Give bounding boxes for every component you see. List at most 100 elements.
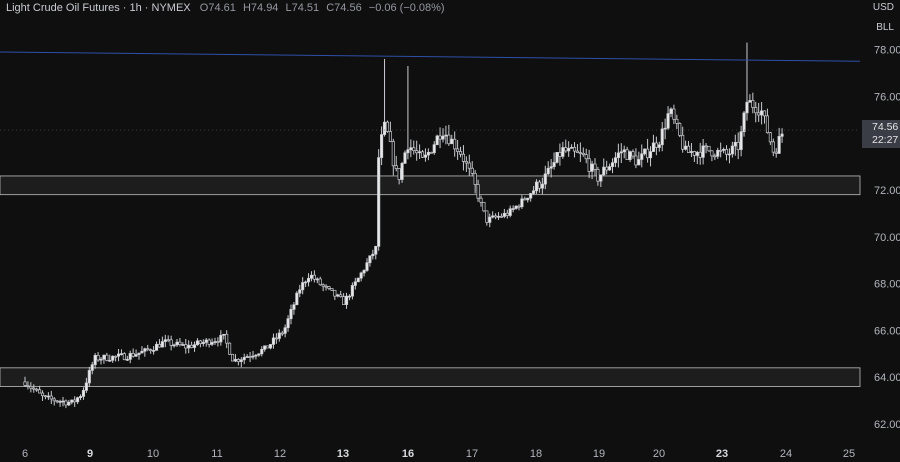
candle xyxy=(514,205,518,210)
symbol-title[interactable]: Light Crude Oil Futures · 1h · NYMEX xyxy=(6,2,191,14)
candle-body xyxy=(283,327,287,334)
candle-body xyxy=(105,354,109,361)
candle xyxy=(608,163,612,171)
candle xyxy=(172,343,176,348)
candle-body xyxy=(242,357,246,361)
candle-body xyxy=(777,135,781,154)
candle xyxy=(710,150,714,162)
candle xyxy=(400,161,404,183)
candle xyxy=(572,142,577,158)
candle xyxy=(73,396,77,407)
candle xyxy=(496,212,501,220)
candle-body xyxy=(663,127,667,130)
candle xyxy=(219,330,223,346)
time-axis[interactable]: 6 9 10 11 12 13 16 17 18 19 20 23 24 25 xyxy=(22,448,855,460)
candle xyxy=(622,145,626,159)
candle-body xyxy=(581,152,585,155)
candle-body xyxy=(537,181,541,189)
candle xyxy=(52,397,56,406)
candle-body xyxy=(669,108,673,114)
candle-body xyxy=(152,350,156,352)
candle xyxy=(195,338,200,346)
candle-body xyxy=(131,353,135,357)
candle xyxy=(248,351,252,363)
candle xyxy=(78,394,83,401)
symbol-header: Light Crude Oil Futures · 1h · NYMEX O74… xyxy=(6,2,449,14)
candle-body xyxy=(233,359,238,362)
candle-body xyxy=(222,333,226,336)
y-tick-label: 76.00 xyxy=(874,91,900,103)
candle xyxy=(239,357,243,368)
candle xyxy=(435,134,439,146)
candle-body xyxy=(578,152,582,154)
ohlc-close: C74.56 xyxy=(326,2,362,14)
candle xyxy=(134,349,138,357)
candle-body xyxy=(754,107,758,114)
candle xyxy=(561,141,565,159)
candle-body xyxy=(81,390,86,397)
candle-body xyxy=(458,151,463,155)
x-tick-label: 20 xyxy=(653,448,665,460)
candle-body xyxy=(149,349,153,352)
candle-body xyxy=(295,292,299,306)
candle-body xyxy=(602,166,606,176)
candle xyxy=(771,138,775,157)
candle xyxy=(201,339,205,347)
candle-body xyxy=(163,339,167,342)
candle xyxy=(762,110,767,124)
candle xyxy=(61,396,65,407)
candle xyxy=(415,140,419,161)
candle xyxy=(96,352,100,362)
candle-body xyxy=(628,151,632,160)
candle xyxy=(84,377,88,393)
candle xyxy=(342,293,346,305)
candle-body xyxy=(298,289,302,294)
price-axis[interactable]: 62.0064.0066.0068.0070.0072.0074.0076.00… xyxy=(874,45,900,431)
candle-body xyxy=(441,135,445,140)
candle xyxy=(116,349,121,362)
candle-body xyxy=(625,149,629,160)
candle-body xyxy=(356,277,360,283)
candle xyxy=(210,338,214,347)
candle xyxy=(663,118,667,140)
x-tick-label: 9 xyxy=(87,448,93,460)
candle xyxy=(423,148,428,162)
zone-0[interactable] xyxy=(0,175,861,196)
candle-body xyxy=(304,281,308,284)
candle xyxy=(333,289,337,301)
candle xyxy=(274,333,278,344)
candle xyxy=(374,245,378,260)
candle-body xyxy=(23,381,27,386)
candle xyxy=(149,348,153,354)
candle-body xyxy=(137,352,141,355)
candle xyxy=(114,355,118,362)
currency-badge[interactable]: USD xyxy=(872,2,894,13)
zone-1[interactable] xyxy=(0,367,861,387)
unit-badge[interactable]: BLL xyxy=(876,22,894,33)
candle xyxy=(233,354,238,363)
candle-body xyxy=(230,353,235,362)
candle-body xyxy=(532,190,536,194)
candle xyxy=(122,352,126,361)
candle-body xyxy=(780,133,784,137)
candle-body xyxy=(43,395,48,398)
candle xyxy=(105,352,109,362)
candle xyxy=(745,42,749,121)
candle-body xyxy=(485,210,489,223)
candle xyxy=(494,213,498,220)
candle xyxy=(166,335,170,343)
candle xyxy=(464,156,468,172)
candle xyxy=(380,126,384,166)
candle-body xyxy=(394,165,398,169)
candle xyxy=(648,146,653,167)
candle-body xyxy=(698,151,702,158)
candle-body xyxy=(681,134,685,150)
candle xyxy=(537,179,541,193)
trendline[interactable] xyxy=(0,51,861,62)
candle xyxy=(695,150,699,165)
candle xyxy=(441,128,445,143)
candle xyxy=(251,350,255,360)
candle xyxy=(46,392,50,400)
candle xyxy=(236,358,240,366)
